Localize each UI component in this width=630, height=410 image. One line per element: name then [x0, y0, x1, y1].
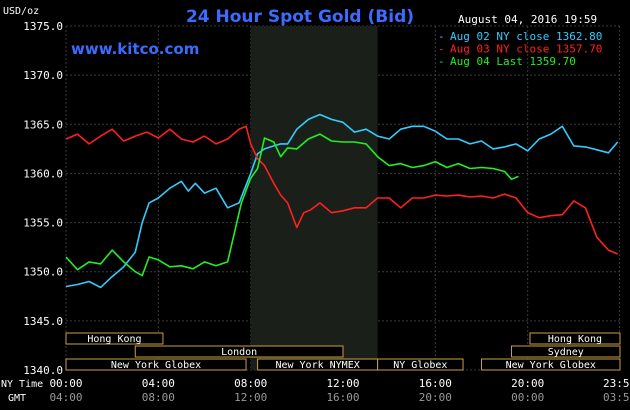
session-label: Hong Kong [87, 334, 141, 345]
session-box-outline [481, 358, 621, 371]
x-axis-ticks: 00:0004:0008:0012:0016:0020:0023:5904:00… [49, 377, 630, 404]
y-tick-label: 1365.0 [23, 118, 63, 131]
x-tick-ny: 08:00 [234, 377, 267, 390]
x-tick-gmt: 04:00 [49, 391, 82, 404]
y-tick-label: 1360.0 [23, 167, 63, 180]
y-tick-label: 1375.0 [23, 20, 63, 33]
session-label: Sydney [548, 347, 584, 358]
session-label: New York Globex [111, 360, 201, 371]
gmt-label: GMT [8, 393, 26, 404]
legend-marker: - [438, 43, 445, 56]
legend-item-1: Aug 02 NY close 1362.80 [450, 30, 602, 43]
x-tick-gmt: 08:00 [142, 391, 175, 404]
session-box-outline [65, 358, 247, 371]
market-sessions: Hong Kong Hong Kong London Sydney New York G… [65, 332, 621, 371]
y-tick-label: 1350.0 [23, 266, 63, 279]
x-tick-ny: 16:00 [419, 377, 452, 390]
ny-time-label: NY Time [1, 379, 43, 390]
session-box-outline [529, 332, 621, 345]
series-line-1 [65, 113, 619, 289]
series-layer [65, 113, 619, 289]
session-label: New York NYMEX [275, 360, 359, 371]
session-box: London [134, 345, 344, 358]
session-box-outline [377, 358, 464, 371]
unit-label: USD/oz [3, 6, 39, 17]
date-label: August 04, 2016 19:59 [458, 13, 597, 26]
session-box: NY Globex [377, 358, 464, 371]
session-label: New York Globex [506, 360, 596, 371]
x-tick-gmt: 16:00 [326, 391, 359, 404]
x-tick-gmt: 00:00 [511, 391, 544, 404]
y-tick-label: 1340.0 [23, 364, 63, 377]
x-tick-gmt: 03:59 [603, 391, 630, 404]
x-tick-ny: 04:00 [142, 377, 175, 390]
legend: - Aug 02 NY close 1362.80- Aug 03 NY close… [438, 30, 602, 68]
chart-title: 24 Hour Spot Gold (Bid) [186, 7, 414, 27]
y-tick-label: 1355.0 [23, 217, 63, 230]
legend-item-3: Aug 04 Last 1359.70 [450, 55, 576, 68]
x-tick-ny: 12:00 [326, 377, 359, 390]
session-box: New York NYMEX [257, 358, 379, 371]
session-box: New York Globex [65, 358, 247, 371]
y-axis-ticks: 1340.0 1345.0 1350.0 1355.0 1360.0 1365.0 1370… [23, 20, 63, 377]
session-box: Hong Kong [65, 332, 164, 345]
session-box-outline [134, 345, 344, 358]
x-tick-ny: 00:00 [49, 377, 82, 390]
session-highlight [250, 26, 378, 370]
legend-marker: - [438, 55, 445, 68]
session-label: London [221, 347, 257, 358]
y-tick-label: 1370.0 [23, 69, 63, 82]
x-tick-gmt: 12:00 [234, 391, 267, 404]
website-label[interactable]: www.kitco.com [71, 40, 199, 58]
session-label: NY Globex [393, 360, 447, 371]
session-label: Hong Kong [548, 334, 602, 345]
legend-item-2: Aug 03 NY close 1357.70 [450, 43, 602, 56]
session-box: New York Globex [481, 358, 621, 371]
x-tick-ny: 20:00 [511, 377, 544, 390]
session-box: Hong Kong [529, 332, 621, 345]
series-line-2 [65, 125, 619, 255]
x-tick-gmt: 20:00 [419, 391, 452, 404]
session-box-outline [65, 332, 164, 345]
session-box: Sydney [511, 345, 621, 358]
y-tick-label: 1345.0 [23, 315, 63, 328]
series-line-3 [65, 133, 519, 277]
legend-marker: - [438, 30, 445, 43]
x-tick-ny: 23:59 [603, 377, 630, 390]
session-box-outline [511, 345, 621, 358]
